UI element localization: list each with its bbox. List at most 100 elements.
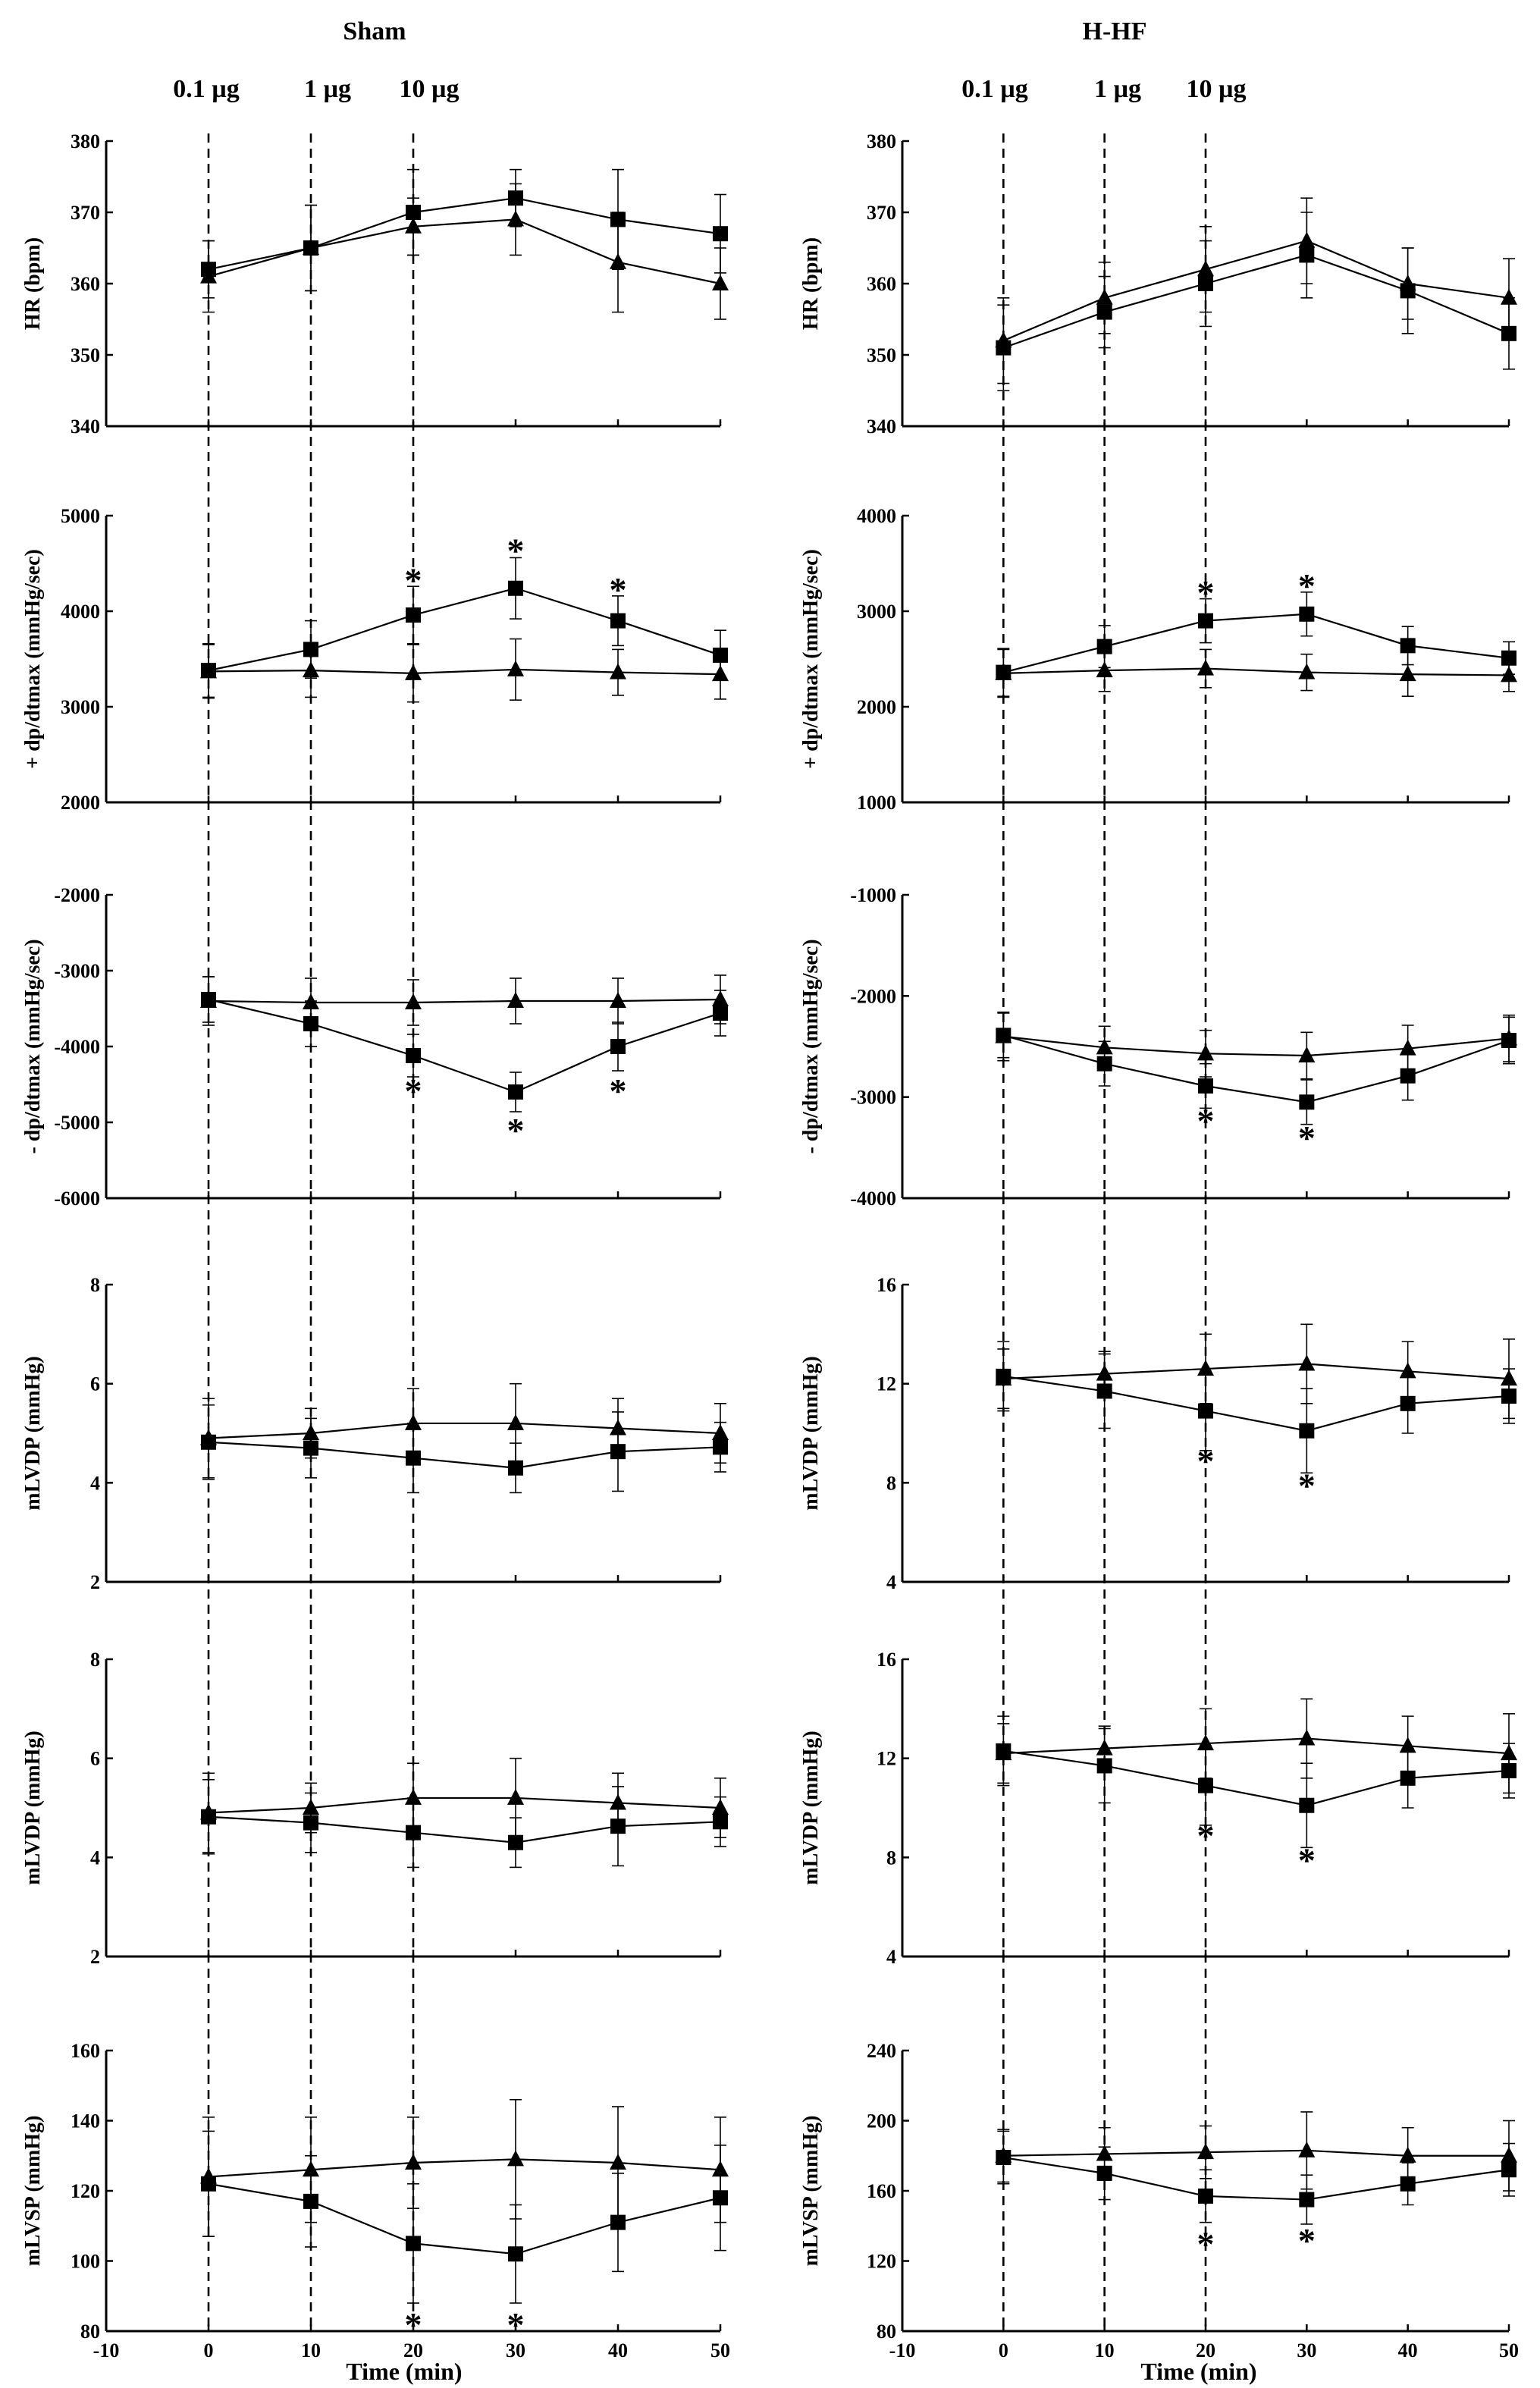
- sham-minus-dpdt-y-tick-label: -2000: [54, 884, 100, 906]
- sham-mlvsp-y-axis-label: mLVSP (mmHg): [21, 2116, 45, 2267]
- hhf-mlvdp-2-y-axis-label: mLVDP (mmHg): [799, 1731, 823, 1885]
- hhf-column-title: H-HF: [1083, 17, 1147, 46]
- sham-minus-dpdt-y-axis-label: - dp/dtmax (mmHg/sec): [21, 939, 45, 1153]
- hhf-mlvdp-2-point-triangle: [1501, 1744, 1517, 1761]
- hhf-hr-y-tick-label: 350: [867, 344, 896, 366]
- sham-column-title: Sham: [343, 17, 406, 46]
- hhf-minus-dpdt-point-square: [1198, 1078, 1213, 1094]
- hhf-plus-dpdt-point-triangle: [1298, 663, 1316, 679]
- sham-minus-dpdt-line-square: [208, 998, 721, 1094]
- sham-hr-series-square: [201, 168, 728, 299]
- hhf-mlvsp-x-tick-label: 30: [1297, 2339, 1316, 2361]
- sham-mlvdp-2-point-triangle: [507, 1788, 524, 1805]
- sham-hr-series-triangle: [200, 183, 729, 320]
- sham-mlvdp-1-point-triangle: [405, 1414, 422, 1430]
- sham-minus-dpdt-series-square: [201, 976, 728, 1112]
- hhf-hr-point-triangle: [1399, 275, 1416, 290]
- sham-mlvdp-2-y-tick-label: 4: [90, 1847, 100, 1869]
- hhf-mlvdp-1-line-triangle: [1003, 1363, 1510, 1380]
- sham-mlvsp-y-tick-label: 100: [71, 2251, 100, 2273]
- hhf-mlvdp-1-y-tick-label: 8: [886, 1472, 896, 1494]
- sham-dose-label-high: 10 µg: [399, 75, 459, 103]
- hhf-mlvdp-2-point-triangle: [1298, 1729, 1316, 1746]
- hhf-mlvsp-y-axis-label: mLVSP (mmHg): [799, 2116, 823, 2267]
- hhf-mlvdp-1-y-tick-label: 4: [886, 1571, 896, 1593]
- hhf-mlvsp-point-triangle: [1298, 2141, 1316, 2157]
- hhf-mlvsp-y-tick-label: 80: [877, 2321, 896, 2342]
- sham-mlvsp-x-tick-label: 50: [710, 2339, 730, 2361]
- sham-mlvdp-2-series-square: [201, 1778, 728, 1869]
- sham-mlvdp-2-y-axis-label: mLVDP (mmHg): [21, 1731, 45, 1885]
- hhf-minus-dpdt-series-triangle: [995, 1011, 1517, 1080]
- hhf-mlvsp-x-tick-label: 40: [1398, 2339, 1418, 2361]
- sham-mlvsp-x-tick-label: 0: [204, 2339, 214, 2361]
- sham-minus-dpdt-point-triangle: [712, 990, 729, 1006]
- hhf-minus-dpdt-y-tick-label: -1000: [850, 884, 896, 906]
- sham-mlvdp-2-line-square: [208, 1815, 721, 1844]
- sham-plus-dpdt-point-square: [406, 607, 421, 623]
- sham-mlvsp-x-tick-label: 20: [403, 2339, 423, 2361]
- sham-mlvdp-1-y-tick-label: 8: [90, 1274, 100, 1296]
- sham-mlvsp-point-triangle: [507, 2150, 524, 2167]
- sham-plus-dpdt-series-triangle: [200, 638, 729, 703]
- sham-hr-point-triangle: [610, 253, 626, 269]
- hhf-dose-label-high: 10 µg: [1186, 75, 1246, 103]
- hhf-mlvdp-1-y-tick-label: 16: [877, 1274, 896, 1296]
- hhf-plus-dpdt-y-tick-label: 4000: [857, 505, 896, 527]
- hhf-hr-point-triangle: [1197, 260, 1214, 277]
- sham-minus-dpdt-point-square: [508, 1084, 523, 1100]
- hhf-plus-dpdt-point-triangle: [1501, 666, 1517, 683]
- hhf-mlvdp-1-series-triangle: [995, 1323, 1517, 1420]
- hhf-mlvdp-2-y-tick-label: 16: [877, 1649, 896, 1671]
- sham-minus-dpdt-panel: -6000 -5000 -4000 -3000 -2000 - dp/dtmax (mmH…: [21, 884, 729, 1210]
- sham-x-axis-label: Time (min): [346, 2358, 462, 2385]
- hhf-mlvdp-1-point-triangle: [1298, 1354, 1316, 1371]
- hhf-plus-dpdt-y-tick-label: 1000: [857, 792, 896, 814]
- sham-mlvdp-1-line-triangle: [208, 1422, 721, 1439]
- hhf-plus-dpdt-y-tick-label: 3000: [857, 601, 896, 623]
- sham-plus-dpdt-point-triangle: [712, 665, 729, 682]
- sham-mlvdp-1-point-triangle: [507, 1414, 524, 1430]
- hhf-minus-dpdt-y-tick-label: -4000: [850, 1188, 896, 1210]
- hhf-mlvdp-1-significance-star: *: [1298, 1467, 1316, 1505]
- hhf-plus-dpdt-y-tick-label: 2000: [857, 696, 896, 718]
- sham-mlvsp-panel: 80 100 120 140 160 -10 0 10 20 30 40 50 mLVSP (mmHg)…: [21, 2040, 730, 2361]
- sham-hr-y-tick-label: 360: [71, 273, 100, 295]
- sham-mlvdp-1-y-tick-label: 4: [90, 1472, 100, 1494]
- sham-mlvsp-line-triangle: [208, 2158, 721, 2178]
- hhf-mlvsp-line-square: [1003, 2156, 1510, 2201]
- hhf-hr-y-tick-label: 360: [867, 273, 896, 295]
- sham-minus-dpdt-point-square: [610, 1039, 626, 1054]
- sham-mlvdp-2-point-square: [508, 1834, 523, 1850]
- hhf-hr-y-tick-label: 340: [867, 416, 896, 438]
- sham-hr-y-axis-label: HR (bpm): [21, 237, 45, 330]
- hhf-minus-dpdt-y-tick-label: -2000: [850, 985, 896, 1007]
- sham-mlvsp-point-triangle: [712, 2160, 729, 2177]
- sham-hr-line-triangle: [208, 218, 721, 285]
- sham-mlvsp-y-tick-label: 80: [80, 2321, 100, 2342]
- sham-mlvsp-y-tick-label: 160: [71, 2040, 100, 2062]
- sham-mlvdp-1-y-tick-label: 6: [90, 1373, 100, 1395]
- hhf-mlvsp-series-square: [996, 2130, 1516, 2225]
- sham-plus-dpdt-point-triangle: [507, 660, 524, 676]
- sham-hr-y-tick-label: 380: [71, 130, 100, 152]
- sham-mlvsp-point-triangle: [405, 2154, 422, 2170]
- hhf-plus-dpdt-line-square: [1003, 613, 1510, 673]
- hhf-minus-dpdt-line-square: [1003, 1034, 1510, 1103]
- hhf-mlvdp-2-y-tick-label: 4: [886, 1946, 896, 1968]
- sham-mlvdp-1-y-tick-label: 2: [90, 1571, 100, 1593]
- hhf-mlvdp-1-y-axis-label: mLVDP (mmHg): [799, 1356, 823, 1511]
- sham-minus-dpdt-point-triangle: [507, 992, 524, 1008]
- sham-mlvdp-1-point-triangle: [610, 1419, 626, 1436]
- sham-dose-label-mid: 1 µg: [304, 75, 351, 103]
- hhf-hr-y-axis-label: HR (bpm): [799, 237, 823, 330]
- hhf-mlvsp-x-tick-label: -10: [889, 2339, 916, 2361]
- sham-mlvdp-2-line-triangle: [208, 1796, 721, 1814]
- hhf-mlvdp-1-point-square: [1299, 1423, 1315, 1439]
- sham-hr-panel: 340 350 360 370 380 HR (bpm): [21, 130, 729, 438]
- sham-mlvdp-1-point-triangle: [303, 1424, 319, 1440]
- hhf-mlvdp-2-point-square: [1198, 1778, 1213, 1793]
- sham-plus-dpdt-significance-star: *: [507, 531, 525, 570]
- sham-hr-point-triangle: [712, 275, 729, 290]
